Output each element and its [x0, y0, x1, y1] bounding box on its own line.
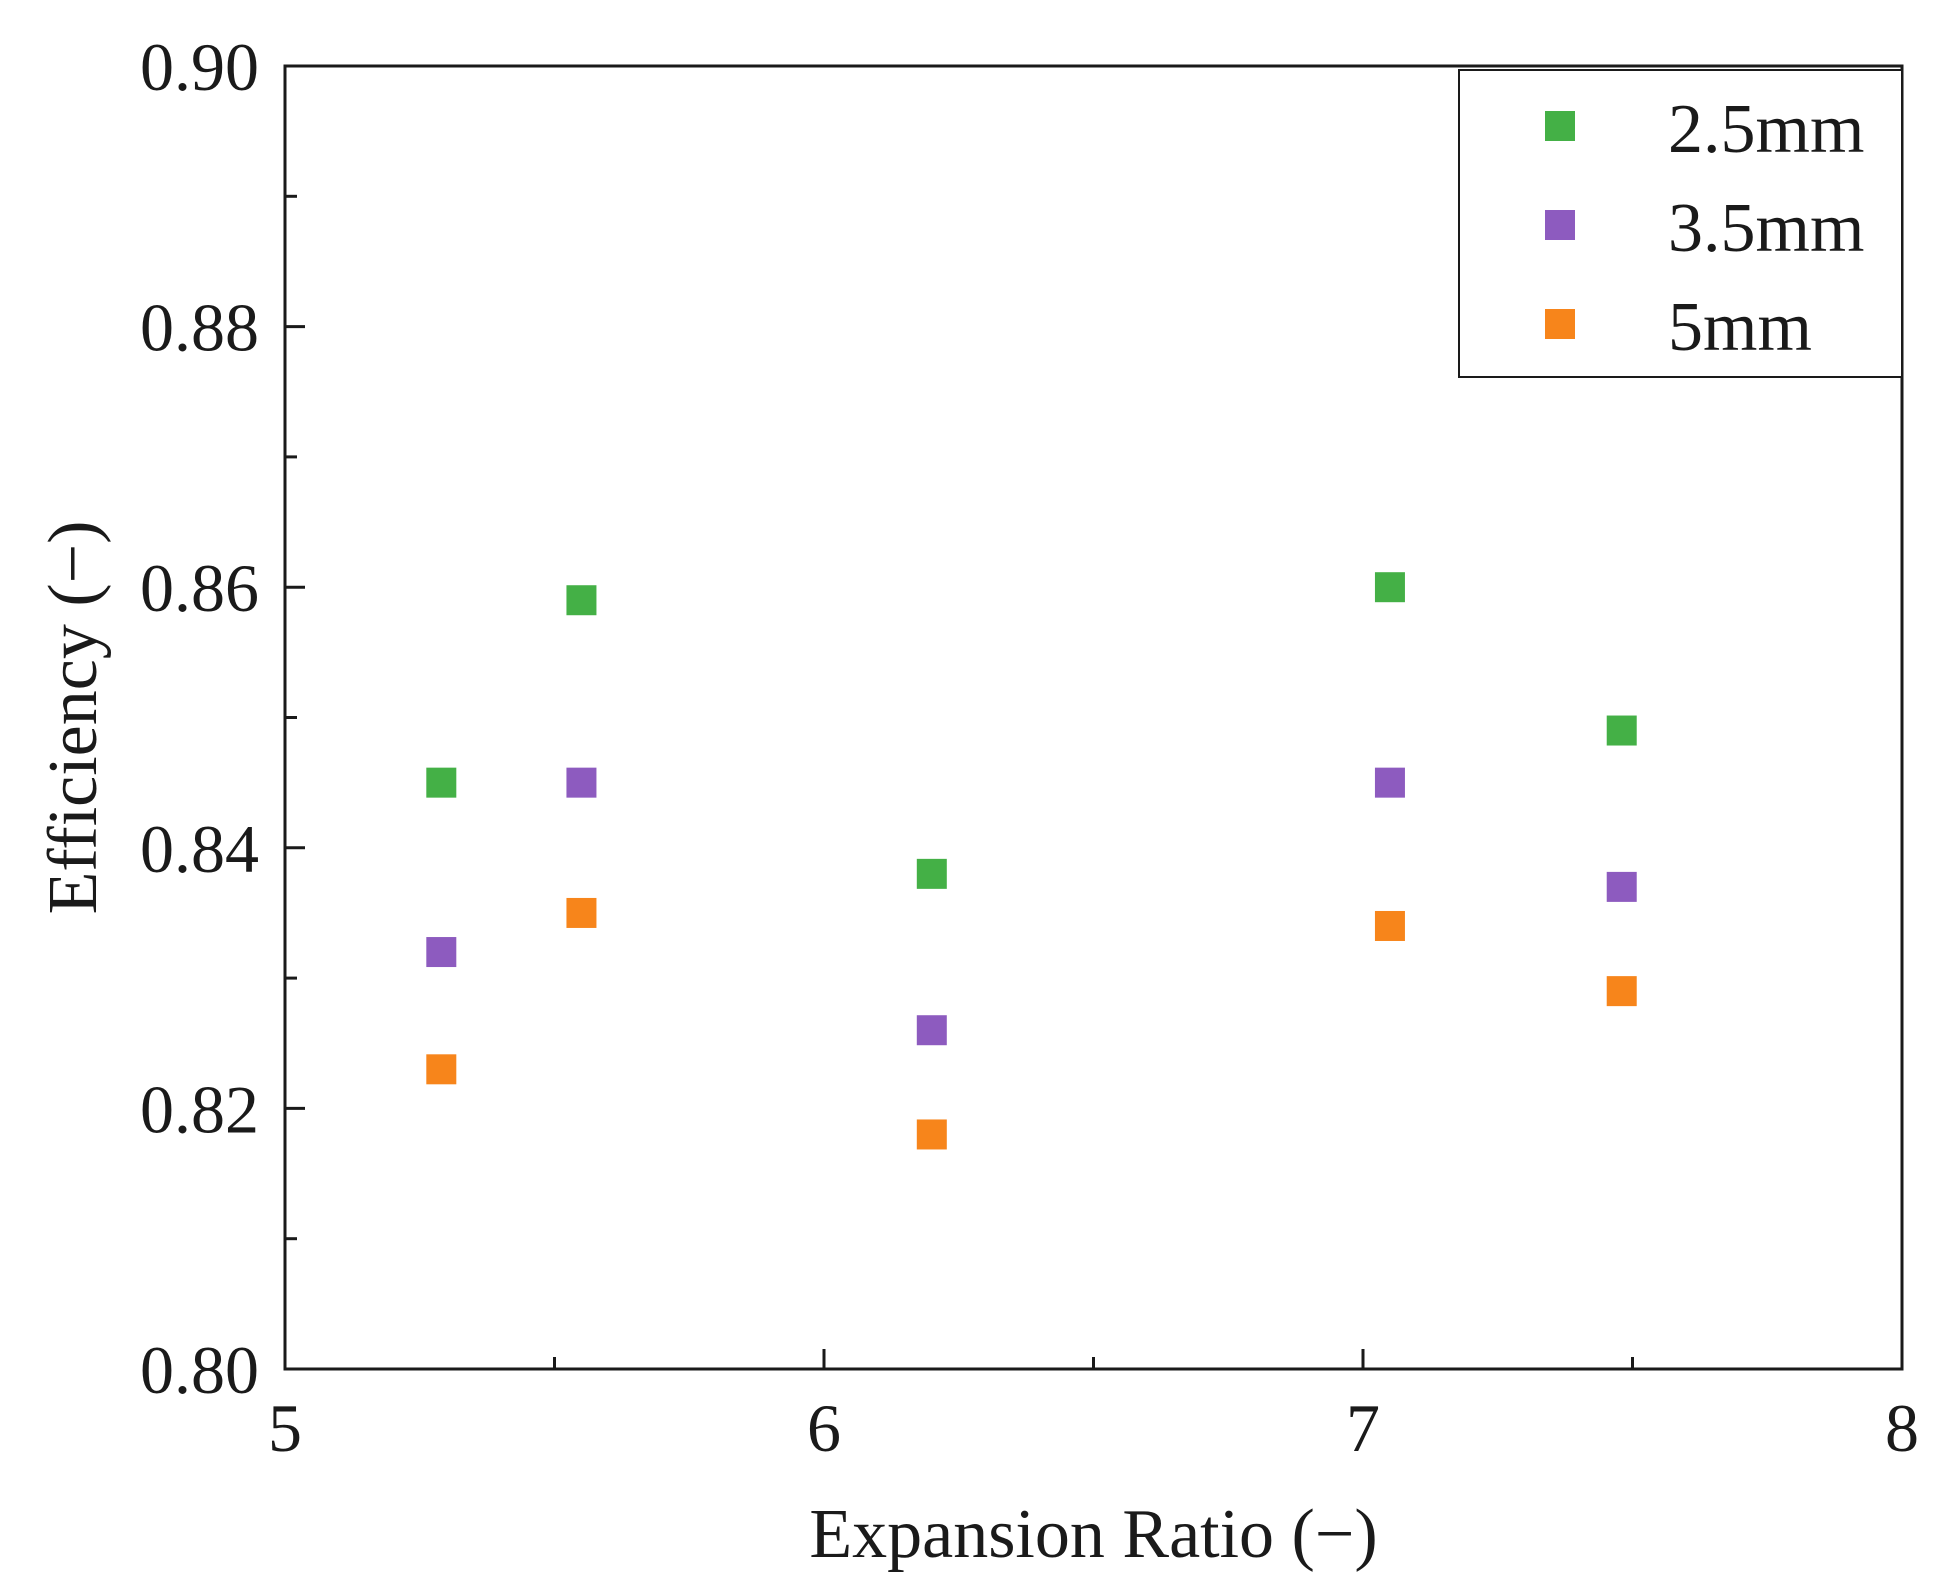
- data-point-3_5mm-0: [426, 937, 457, 968]
- y-tick-label: 0.82: [140, 1071, 259, 1147]
- legend: 2.5mm 3.5mm 5mm: [1458, 69, 1903, 378]
- marks-layer: [426, 572, 1637, 1150]
- data-point-5mm-2: [916, 1119, 947, 1150]
- legend-label-3_5mm: 3.5mm: [1668, 190, 1864, 267]
- data-point-5mm-3: [1374, 910, 1405, 941]
- data-point-3_5mm-1: [566, 767, 597, 798]
- legend-marker-3_5mm: [1545, 210, 1575, 240]
- x-tick-label: 5: [268, 1390, 302, 1466]
- ticks-layer: 5 6 7 8 0.80 0.82 0.84 0.86 0.88 0.90: [140, 29, 1919, 1466]
- data-point-2_5mm-2: [916, 858, 947, 889]
- y-axis-title: Efficiency (−): [35, 521, 112, 915]
- data-point-3_5mm-3: [1374, 767, 1405, 798]
- plot-frame: [283, 64, 1904, 1371]
- legend-box: [1458, 69, 1903, 378]
- y-tick-label: 0.86: [140, 550, 259, 626]
- y-tick-label: 0.88: [140, 290, 259, 366]
- data-point-2_5mm-4: [1606, 715, 1637, 746]
- data-point-5mm-1: [566, 897, 597, 928]
- y-tick-label: 0.84: [140, 811, 259, 887]
- data-point-5mm-0: [426, 1054, 457, 1085]
- data-point-3_5mm-4: [1606, 871, 1637, 902]
- data-point-2_5mm-3: [1374, 572, 1405, 603]
- data-point-2_5mm-0: [426, 767, 457, 798]
- y-tick-label: 0.80: [140, 1332, 259, 1408]
- x-axis-title: Expansion Ratio (−): [809, 1496, 1377, 1573]
- legend-label-5mm: 5mm: [1668, 289, 1812, 366]
- legend-marker-2_5mm: [1545, 111, 1575, 141]
- data-point-2_5mm-1: [566, 585, 597, 616]
- x-tick-label: 6: [807, 1390, 841, 1466]
- legend-marker-5mm: [1545, 309, 1575, 339]
- y-tick-label: 0.90: [140, 29, 259, 105]
- data-point-5mm-4: [1606, 976, 1637, 1007]
- data-point-3_5mm-2: [916, 1015, 947, 1046]
- legend-label-2_5mm: 2.5mm: [1668, 91, 1864, 168]
- x-tick-label: 7: [1346, 1390, 1380, 1466]
- x-tick-label: 8: [1885, 1390, 1919, 1466]
